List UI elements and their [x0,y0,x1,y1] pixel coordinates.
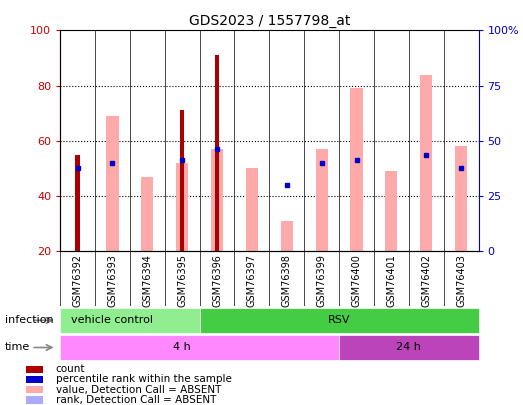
Bar [200,308,479,333]
Bar [455,146,467,251]
Bar [339,335,479,360]
Bar [106,116,119,251]
Text: count: count [55,364,85,374]
Text: percentile rank within the sample: percentile rank within the sample [55,375,232,384]
Text: GSM76393: GSM76393 [107,254,118,307]
Text: value, Detection Call = ABSENT: value, Detection Call = ABSENT [55,385,221,394]
Text: GSM76394: GSM76394 [142,254,152,307]
Title: GDS2023 / 1557798_at: GDS2023 / 1557798_at [189,14,350,28]
Text: GSM76399: GSM76399 [316,254,327,307]
Bar [60,335,339,360]
Text: GSM76396: GSM76396 [212,254,222,307]
Bar [420,75,433,251]
Bar [315,149,328,251]
Bar [281,221,293,251]
Text: rank, Detection Call = ABSENT: rank, Detection Call = ABSENT [55,395,216,405]
Text: GSM76400: GSM76400 [351,254,361,307]
Bar [141,177,153,251]
Text: GSM76403: GSM76403 [456,254,466,307]
Text: 24 h: 24 h [396,343,421,352]
Text: vehicle control: vehicle control [72,315,153,325]
Bar [26,366,43,373]
Bar [26,396,43,403]
Text: GSM76392: GSM76392 [73,254,83,307]
Bar [176,163,188,251]
Bar [385,171,397,251]
Bar [180,111,184,251]
Bar [26,386,43,393]
Text: GSM76397: GSM76397 [247,254,257,307]
Text: GSM76402: GSM76402 [421,254,431,307]
Bar [60,308,200,333]
Text: 4 h: 4 h [173,343,191,352]
Bar [26,376,43,383]
Text: RSV: RSV [328,315,350,325]
Text: GSM76395: GSM76395 [177,254,187,307]
Bar [75,155,79,251]
Text: GSM76398: GSM76398 [282,254,292,307]
Bar [215,55,219,251]
Bar [211,149,223,251]
Bar [246,168,258,251]
Text: GSM76401: GSM76401 [386,254,396,307]
Text: infection: infection [5,315,54,325]
Bar [350,88,362,251]
Text: time: time [5,343,30,352]
